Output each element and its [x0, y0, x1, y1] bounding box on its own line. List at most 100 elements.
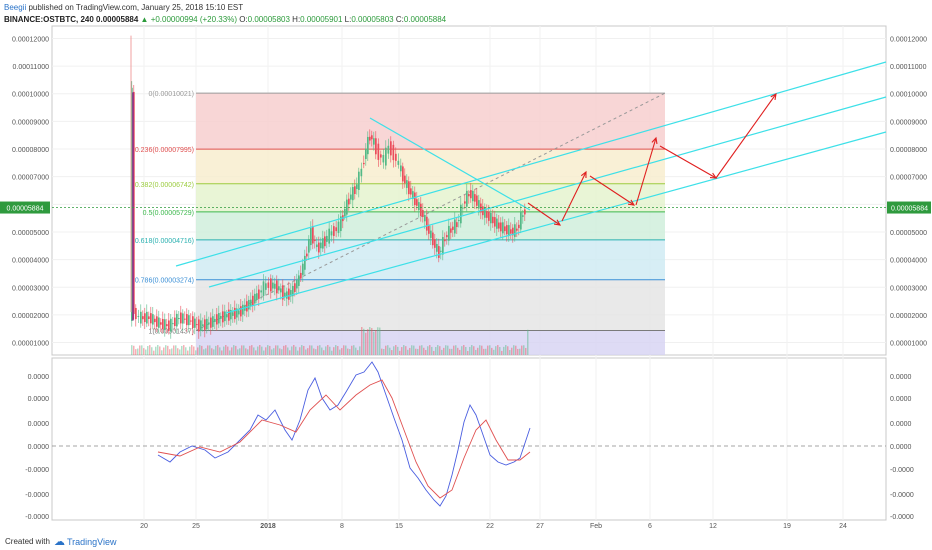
candle-body	[174, 317, 176, 327]
candle-body	[294, 283, 296, 292]
candle-body	[456, 222, 458, 228]
macd-tick-left: 0.0000	[28, 444, 50, 451]
low-value: 0.00005803	[351, 15, 394, 24]
volume-bar	[403, 345, 405, 355]
volume-bar	[143, 348, 145, 355]
volume-bar	[165, 345, 167, 355]
volume-bar	[341, 348, 343, 355]
candle-body	[298, 275, 300, 286]
candle-body	[438, 246, 440, 258]
candle-body	[377, 143, 380, 160]
candle-body	[137, 316, 140, 318]
price-chart[interactable]: 0(0.00010021) 0.236(0.00007995) 0.382(0.00…	[0, 0, 932, 532]
low-label: L:	[344, 15, 352, 24]
volume-bar	[193, 346, 195, 355]
candle-body	[267, 282, 270, 288]
candle-body	[502, 222, 504, 234]
candle-body	[390, 141, 392, 156]
candle-body	[482, 206, 484, 216]
volume-bar	[449, 348, 451, 355]
volume-bar	[199, 345, 201, 355]
price-tick-right: 0.00008000	[890, 147, 927, 154]
volume-bar	[257, 346, 259, 355]
candle-body	[256, 293, 258, 300]
candle-body	[140, 311, 142, 324]
volume-bar	[231, 347, 233, 355]
price-tick-left: 0.00002000	[12, 313, 49, 320]
time-tick: 15	[395, 523, 403, 530]
volume-bar	[519, 348, 521, 355]
candle-body	[373, 138, 375, 145]
volume-bar	[225, 345, 227, 355]
volume-bar	[517, 348, 519, 355]
candle-body	[194, 318, 196, 328]
volume-bar	[297, 350, 299, 355]
volume-bar	[285, 345, 287, 355]
volume-bar	[131, 345, 133, 355]
price-change: +0.00000994 (+20.33%)	[150, 15, 237, 24]
price-tick-left: 0.00003000	[12, 285, 49, 292]
candle-body	[228, 309, 230, 321]
arrow-head-icon	[627, 199, 636, 206]
candle-body	[492, 216, 494, 224]
candle-body	[152, 314, 154, 325]
candle-body	[512, 227, 514, 236]
volume-bar	[331, 350, 333, 355]
candle-body	[506, 225, 508, 235]
volume-bar	[185, 347, 187, 355]
volume-bar	[237, 349, 239, 355]
volume-bar	[155, 346, 157, 355]
volume-bar	[161, 350, 163, 355]
volume-bar	[309, 345, 311, 355]
fib-band	[196, 330, 665, 355]
volume-bar	[147, 346, 149, 355]
volume-bar	[383, 349, 385, 355]
volume-bar	[169, 349, 171, 355]
volume-bar	[415, 348, 417, 355]
candle-body	[480, 203, 482, 213]
volume-bar	[343, 345, 345, 355]
volume-bar	[323, 350, 325, 355]
volume-bar	[317, 345, 319, 355]
volume-bar	[139, 345, 141, 355]
macd-tick-left: -0.0000	[25, 492, 49, 499]
candle-body	[472, 190, 474, 202]
candle-body	[344, 208, 346, 217]
volume-bar	[513, 345, 515, 355]
candle-body	[432, 232, 434, 246]
candle-body	[524, 209, 526, 215]
volume-bar	[491, 347, 493, 355]
candle-body	[310, 228, 312, 246]
volume-bar	[223, 346, 225, 355]
current-price-badge-right	[887, 201, 931, 214]
macd-tick-left: -0.0000	[25, 467, 49, 474]
volume-bar	[527, 329, 529, 355]
candle-body	[242, 304, 244, 315]
volume-bar	[427, 346, 429, 355]
projection-arrow	[527, 202, 561, 226]
candle-body	[474, 194, 476, 202]
macd-tick-right: 0.0000	[890, 444, 912, 451]
volume-bar	[249, 345, 251, 355]
candle-body	[182, 313, 184, 324]
volume-bar	[357, 350, 359, 355]
volume-bar	[351, 345, 353, 355]
created-with-text: Created with	[5, 537, 50, 546]
candle-body	[333, 226, 335, 236]
author-link[interactable]: Beegii	[4, 3, 27, 12]
volume-bar	[469, 346, 471, 355]
volume-bar	[203, 349, 205, 355]
volume-bar	[335, 345, 337, 355]
volume-bar	[381, 348, 383, 355]
candle-body	[466, 190, 468, 207]
candle-body	[158, 317, 160, 328]
candle-body	[324, 236, 326, 247]
candle-body	[508, 225, 510, 237]
candle-body	[284, 292, 286, 297]
volume-bar	[477, 347, 479, 355]
candle-body	[358, 171, 360, 190]
tradingview-logo[interactable]: ☁ TradingView	[54, 535, 117, 548]
volume-bar	[305, 349, 307, 355]
candle-body	[160, 322, 162, 325]
last-price: 0.00005884	[96, 15, 139, 24]
